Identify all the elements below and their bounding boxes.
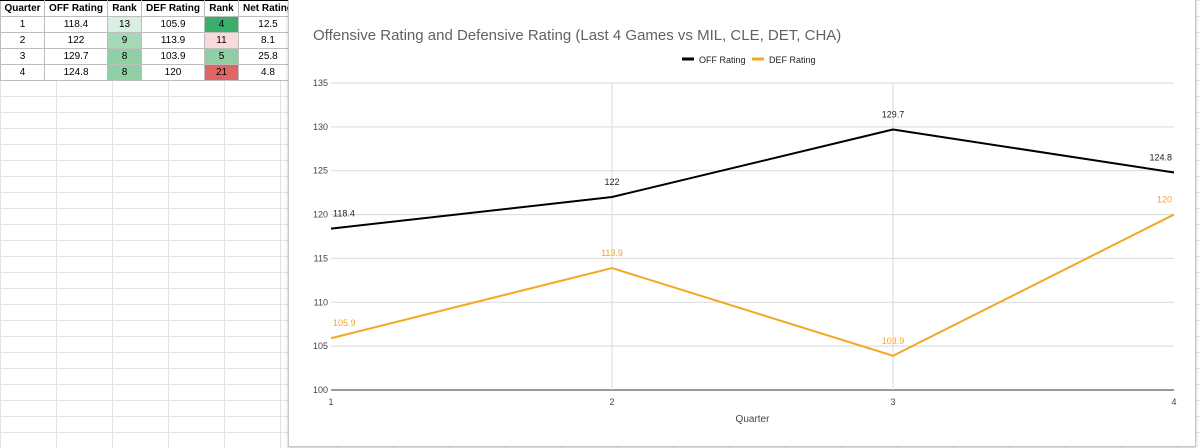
cell-off-rank[interactable]: 13 [107, 16, 142, 33]
line-chart: Offensive Rating and Defensive Rating (L… [313, 27, 1177, 425]
data-label-1-2: 103.9 [882, 336, 905, 346]
data-label-0-1: 122 [604, 177, 619, 187]
y-tick-label: 120 [313, 210, 328, 220]
cell-def-rating[interactable]: 120 [141, 64, 205, 81]
legend-label-1: DEF Rating [769, 55, 816, 65]
cell-def-rating[interactable]: 105.9 [141, 16, 205, 33]
x-axis-label: Quarter [736, 414, 771, 425]
cell-def-rating[interactable]: 103.9 [141, 48, 205, 65]
cell-quarter[interactable]: 2 [0, 32, 45, 49]
y-tick-label: 130 [313, 122, 328, 132]
y-tick-label: 135 [313, 78, 328, 88]
cell-def-rank[interactable]: 4 [204, 16, 239, 33]
cell-off-rank[interactable]: 9 [107, 32, 142, 49]
data-label-0-2: 129.7 [882, 109, 905, 119]
cell-quarter[interactable]: 4 [0, 64, 45, 81]
y-tick-label: 125 [313, 166, 328, 176]
legend-label-0: OFF Rating [699, 55, 746, 65]
data-label-1-1: 113.9 [601, 248, 623, 258]
header-off-rank[interactable]: Rank [107, 0, 142, 17]
header-quarter[interactable]: Quarter [0, 0, 45, 17]
y-tick-label: 105 [313, 341, 328, 351]
cell-off-rating[interactable]: 124.8 [44, 64, 108, 81]
x-tick-label: 4 [1171, 397, 1176, 407]
cell-def-rank[interactable]: 21 [204, 64, 239, 81]
cell-off-rank[interactable]: 8 [107, 48, 142, 65]
cell-def-rank[interactable]: 11 [204, 32, 239, 49]
data-label-0-0: 118.4 [333, 209, 355, 219]
cell-off-rating[interactable]: 118.4 [44, 16, 108, 33]
cell-off-rating[interactable]: 129.7 [44, 48, 108, 65]
cell-off-rating[interactable]: 122 [44, 32, 108, 49]
data-label-1-3: 120 [1157, 195, 1172, 205]
series-line-0 [330, 128, 1175, 230]
cell-quarter[interactable]: 3 [0, 48, 45, 65]
table-header-row: Quarter OFF Rating Rank DEF Rating Rank Net R… [0, 0, 332, 17]
cell-off-rank[interactable]: 8 [107, 64, 142, 81]
header-def-rating[interactable]: DEF Rating [141, 0, 205, 17]
cell-def-rank[interactable]: 5 [204, 48, 239, 65]
stats-table: Quarter OFF Rating Rank DEF Rating Rank Net R… [0, 0, 332, 81]
y-tick-label: 110 [314, 297, 328, 307]
header-off-rating[interactable]: OFF Rating [44, 0, 108, 17]
cell-quarter[interactable]: 1 [0, 16, 45, 33]
chart-panel[interactable]: Offensive Rating and Defensive Rating (L… [288, 0, 1196, 447]
series-line-1 [330, 213, 1175, 357]
x-tick-label: 2 [609, 397, 614, 407]
x-tick-label: 3 [890, 397, 895, 407]
cell-def-rating[interactable]: 113.9 [141, 32, 205, 49]
y-tick-label: 100 [313, 385, 328, 395]
data-label-0-3: 124.8 [1149, 152, 1172, 162]
x-tick-label: 1 [328, 397, 333, 407]
header-def-rank[interactable]: Rank [204, 0, 239, 17]
header-net-rating[interactable]: Net Rating [238, 0, 298, 17]
chart-title: Offensive Rating and Defensive Rating (L… [313, 27, 841, 44]
y-tick-label: 115 [314, 253, 328, 263]
data-label-1-0: 105.9 [333, 318, 356, 328]
